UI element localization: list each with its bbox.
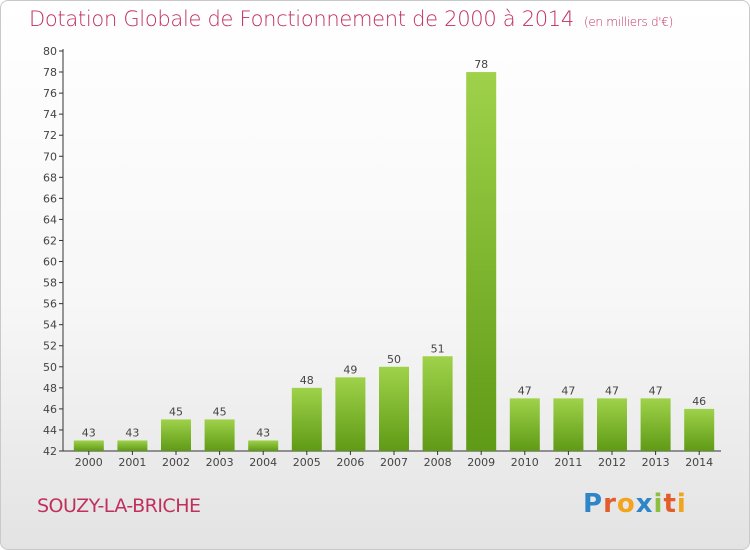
bar-value-label: 49 bbox=[343, 363, 357, 376]
y-tick-label: 72 bbox=[43, 129, 57, 142]
bar bbox=[684, 408, 715, 451]
bar bbox=[422, 356, 453, 451]
x-tick-label: 2001 bbox=[118, 456, 146, 469]
x-tick-label: 2002 bbox=[162, 456, 190, 469]
x-tick-label: 2009 bbox=[467, 456, 495, 469]
y-tick-label: 70 bbox=[43, 150, 57, 163]
y-tick-label: 80 bbox=[43, 45, 57, 58]
y-tick-label: 74 bbox=[43, 108, 57, 121]
y-tick-label: 66 bbox=[43, 192, 57, 205]
y-tick-label: 64 bbox=[43, 213, 57, 226]
bar bbox=[117, 440, 148, 451]
x-tick-label: 2013 bbox=[642, 456, 670, 469]
y-tick-label: 54 bbox=[43, 319, 57, 332]
bar bbox=[248, 440, 279, 451]
y-tick-label: 58 bbox=[43, 277, 57, 290]
bar bbox=[597, 398, 627, 451]
bar bbox=[204, 419, 235, 451]
y-tick-label: 48 bbox=[43, 382, 57, 395]
bar-value-label: 50 bbox=[387, 353, 401, 366]
bar-value-label: 43 bbox=[256, 426, 270, 439]
x-tick-label: 2011 bbox=[554, 456, 582, 469]
y-tick-label: 60 bbox=[43, 256, 57, 269]
proxiti-logo[interactable]: Proxiti bbox=[583, 489, 687, 519]
bar-value-label: 47 bbox=[561, 384, 575, 397]
bar-value-label: 48 bbox=[300, 374, 314, 387]
y-tick-label: 42 bbox=[43, 445, 57, 458]
bar-value-label: 47 bbox=[518, 384, 532, 397]
bar bbox=[640, 398, 671, 451]
x-tick-label: 2012 bbox=[598, 456, 626, 469]
x-tick-label: 2006 bbox=[336, 456, 364, 469]
x-tick-label: 2010 bbox=[511, 456, 539, 469]
y-tick-label: 78 bbox=[43, 66, 57, 79]
y-tick-label: 62 bbox=[43, 234, 57, 247]
bar-value-label: 45 bbox=[169, 405, 183, 418]
y-tick-label: 76 bbox=[43, 87, 57, 100]
bar-value-label: 46 bbox=[692, 395, 706, 408]
chart-title: Dotation Globale de Fonctionnement de 20… bbox=[29, 7, 673, 31]
x-tick-label: 2004 bbox=[249, 456, 277, 469]
x-tick-label: 2005 bbox=[293, 456, 321, 469]
y-tick-label: 52 bbox=[43, 340, 57, 353]
bar-value-label: 51 bbox=[431, 342, 445, 355]
y-tick-label: 68 bbox=[43, 171, 57, 184]
x-tick-label: 2007 bbox=[380, 456, 408, 469]
x-tick-label: 2000 bbox=[75, 456, 103, 469]
bar-value-label: 47 bbox=[605, 384, 619, 397]
bar-value-label: 78 bbox=[474, 58, 488, 71]
bar bbox=[291, 387, 322, 451]
y-tick-label: 56 bbox=[43, 298, 57, 311]
bar bbox=[553, 398, 584, 451]
bar bbox=[73, 440, 104, 451]
commune-name: SOUZY-LA-BRICHE bbox=[37, 495, 201, 517]
x-tick-label: 2008 bbox=[424, 456, 452, 469]
y-tick-label: 46 bbox=[43, 403, 57, 416]
bar-value-label: 43 bbox=[82, 426, 96, 439]
chart-title-text: Dotation Globale de Fonctionnement de 20… bbox=[29, 7, 574, 31]
bar bbox=[161, 419, 191, 451]
y-tick-label: 44 bbox=[43, 424, 57, 437]
x-tick-label: 2014 bbox=[685, 456, 713, 469]
bar bbox=[466, 72, 497, 451]
bar bbox=[509, 398, 540, 451]
chart-subtitle: (en milliers d'€) bbox=[583, 15, 673, 29]
bar-value-label: 47 bbox=[649, 384, 663, 397]
bar bbox=[335, 377, 366, 451]
bar bbox=[379, 366, 409, 451]
y-tick-label: 50 bbox=[43, 361, 57, 374]
x-tick-label: 2003 bbox=[206, 456, 234, 469]
bar-value-label: 45 bbox=[213, 405, 227, 418]
bar-value-label: 43 bbox=[125, 426, 139, 439]
